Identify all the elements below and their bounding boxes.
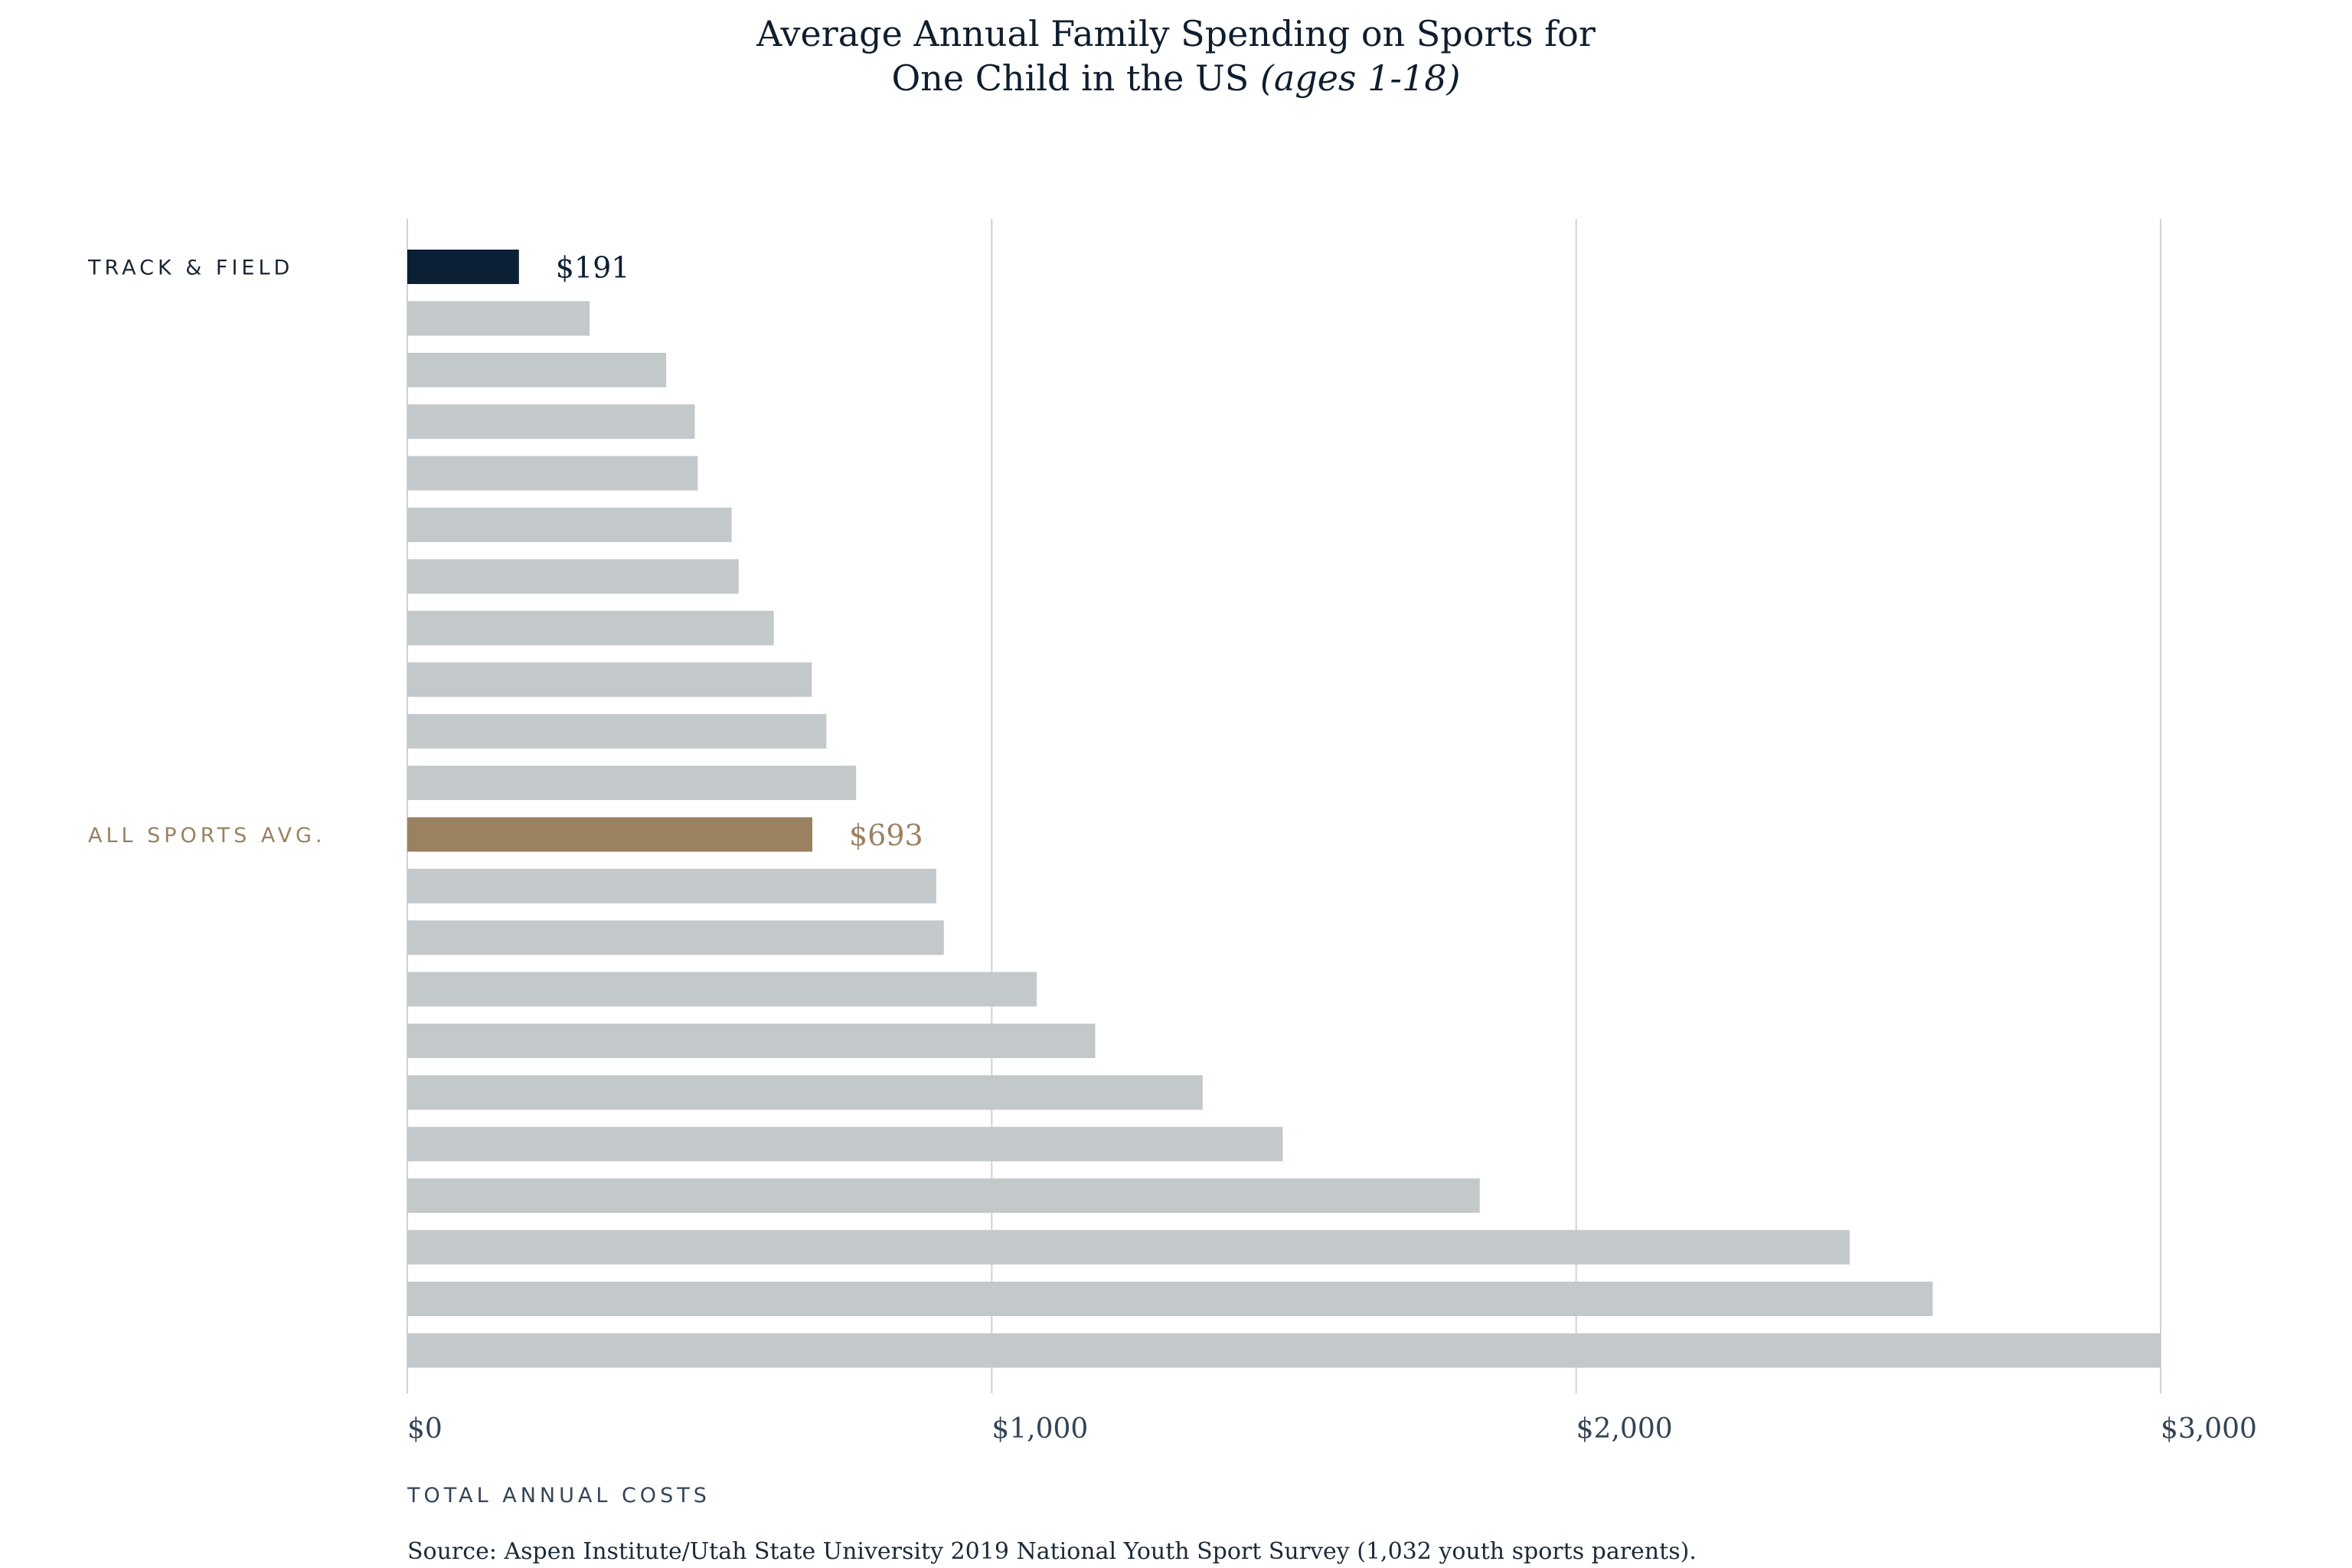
bar-20	[407, 1282, 1933, 1316]
bar-9	[407, 714, 827, 749]
x-tick-label-3: $3,000	[2161, 1413, 2257, 1445]
bar-8	[407, 662, 812, 697]
bar-4	[407, 456, 698, 491]
gridlines	[407, 219, 2161, 1393]
bar-16	[407, 1075, 1203, 1110]
category-labels: TRACK & FIELD ALL SPORTS AVG.	[87, 256, 326, 848]
bar-3	[407, 404, 695, 439]
bar-10	[407, 766, 857, 800]
chart-title-main: One Child in the US	[892, 57, 1260, 99]
bar-14	[407, 972, 1037, 1007]
x-tick-label-2: $2,000	[1576, 1413, 1673, 1445]
chart-title-line2: One Child in the US (ages 1-18)	[892, 57, 1461, 99]
value-labels: $191 $693	[556, 251, 923, 852]
category-label-0: TRACK & FIELD	[87, 256, 293, 280]
bar-21	[407, 1333, 2161, 1368]
x-axis-title: TOTAL ANNUAL COSTS	[407, 1484, 710, 1508]
x-tick-labels: $0 $1,000 $2,000 $3,000	[407, 1413, 2257, 1445]
category-label-11: ALL SPORTS AVG.	[88, 824, 326, 848]
bar-13	[407, 920, 944, 956]
x-tick-label-0: $0	[407, 1413, 443, 1445]
bar-0	[407, 250, 519, 284]
bar-1	[407, 301, 590, 336]
bar-2	[407, 352, 667, 387]
bar-11	[407, 817, 812, 852]
value-label-0: $191	[556, 251, 630, 285]
bar-12	[407, 868, 936, 903]
bar-15	[407, 1024, 1096, 1058]
bars-group	[407, 250, 2161, 1368]
source-note: Source: Aspen Institute/Utah State Unive…	[407, 1538, 1697, 1565]
chart-title: Average Annual Family Spending on Sports…	[756, 13, 1596, 54]
chart-title-italic: (ages 1-18)	[1260, 57, 1461, 99]
bar-6	[407, 559, 739, 594]
value-label-11: $693	[849, 818, 923, 852]
bar-19	[407, 1230, 1850, 1265]
bar-5	[407, 508, 732, 542]
bar-17	[407, 1126, 1283, 1161]
x-tick-label-1: $1,000	[991, 1413, 1088, 1445]
bar-18	[407, 1178, 1480, 1214]
bar-7	[407, 610, 774, 645]
